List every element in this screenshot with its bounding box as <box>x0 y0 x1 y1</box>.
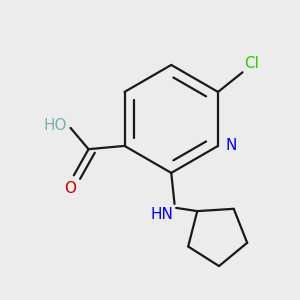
Text: HN: HN <box>150 207 173 222</box>
Text: Cl: Cl <box>244 56 259 71</box>
Text: O: O <box>64 181 76 196</box>
Text: N: N <box>225 138 237 153</box>
Text: HO: HO <box>43 118 67 133</box>
